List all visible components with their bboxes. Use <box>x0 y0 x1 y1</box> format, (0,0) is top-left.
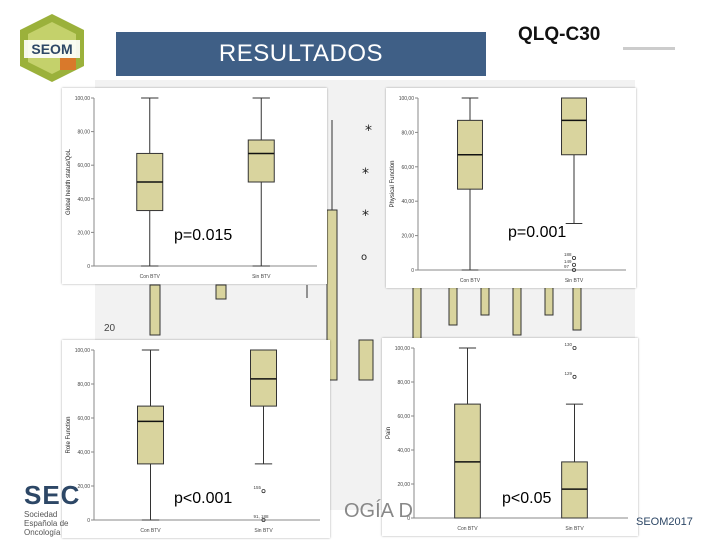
y-tick-label: 20,00 <box>397 482 410 488</box>
y-tick-label: 60,00 <box>401 165 414 171</box>
category-label: Sin BTV <box>252 274 271 280</box>
pvalue-physical-function: p=0.001 <box>506 224 569 242</box>
box-1 <box>250 349 277 407</box>
category-label: Sin BTV <box>565 278 584 284</box>
section-title: QLQ-C30 <box>518 24 601 45</box>
title-rule <box>623 47 675 50</box>
outlier-label: 129 <box>565 371 573 376</box>
y-tick-label: 100,00 <box>75 96 91 102</box>
outlier-label: 91, 188 <box>254 514 270 519</box>
category-label: Con BTV <box>140 274 161 280</box>
results-banner: RESULTADOS <box>116 32 486 76</box>
y-tick-label: 100,00 <box>399 96 415 102</box>
y-tick-label: 40,00 <box>77 450 90 456</box>
svg-text:o: o <box>361 252 367 263</box>
y-tick-label: 100,00 <box>75 348 91 354</box>
outlier-label: 130 <box>565 342 573 347</box>
box-1 <box>247 139 275 183</box>
svg-text:*: * <box>362 208 369 224</box>
pvalue-global-health: p=0.015 <box>172 227 235 245</box>
y-tick-label: 80,00 <box>77 130 90 136</box>
outlier-point <box>571 262 576 267</box>
outlier-label: 188 <box>564 252 572 257</box>
y-tick-label: 20,00 <box>77 230 90 236</box>
y-tick-label: 0 <box>407 516 410 522</box>
outlier-point <box>572 374 577 379</box>
outlier-point <box>572 345 577 350</box>
side-axis-number: 20 <box>104 323 116 334</box>
y-tick-label: 40,00 <box>77 197 90 203</box>
boxplot-role-function: 0 20,00 40,00 60,00 80,00 100,00 Role Function… <box>66 348 320 534</box>
y-tick-label: 0 <box>87 518 90 524</box>
outlier-point <box>571 267 576 272</box>
chart-global-health: 0 20,00 40,00 60,00 80,00 100,00 Global health… <box>62 88 327 284</box>
y-tick-label: 20,00 <box>401 234 414 240</box>
y-axis-label: Global health status/QoL <box>66 148 72 215</box>
y-tick-label: 0 <box>411 268 414 274</box>
seom-logo: SEOM <box>14 10 90 86</box>
box-1 <box>561 461 588 519</box>
svg-text:*: * <box>362 166 369 182</box>
sec-logo-subtitle: Sociedad Española de Oncología <box>24 510 69 537</box>
box-1 <box>561 97 587 156</box>
svg-text:SEOM: SEOM <box>31 41 72 57</box>
y-tick-label: 80,00 <box>77 382 90 388</box>
chart-role-function: 0 20,00 40,00 60,00 80,00 100,00 Role Function… <box>62 340 330 538</box>
y-tick-label: 60,00 <box>77 416 90 422</box>
boxplot-physical-function: 0 20,00 40,00 60,00 80,00 100,00 Physical Func… <box>390 96 626 284</box>
footer-partial-text: OGÍA D <box>344 500 413 522</box>
pvalue-role-function: p<0.001 <box>172 490 235 508</box>
y-axis-label: Pain <box>386 427 392 439</box>
category-label: Con BTV <box>140 528 161 534</box>
y-axis-label: Physical Function <box>390 160 396 207</box>
category-label: Con BTV <box>460 278 481 284</box>
y-tick-label: 20,00 <box>77 484 90 490</box>
boxplot-global-health: 0 20,00 40,00 60,00 80,00 100,00 Global health… <box>66 96 317 280</box>
chart-physical-function: 0 20,00 40,00 60,00 80,00 100,00 Physical Func… <box>386 88 636 288</box>
y-tick-label: 80,00 <box>397 380 410 386</box>
category-label: Sin BTV <box>565 526 584 532</box>
y-tick-label: 80,00 <box>401 130 414 136</box>
svg-text:*: * <box>365 123 372 139</box>
y-tick-label: 100,00 <box>395 346 411 352</box>
outlier-label: 155 <box>254 485 262 490</box>
box-0 <box>137 405 164 465</box>
y-tick-label: 60,00 <box>397 414 410 420</box>
category-label: Con BTV <box>457 526 478 532</box>
y-tick-label: 60,00 <box>77 163 90 169</box>
banner-title: RESULTADOS <box>218 40 384 67</box>
pvalue-pain: p<0.05 <box>500 490 554 508</box>
y-tick-label: 40,00 <box>401 199 414 205</box>
sec-logo: SEC <box>24 480 81 510</box>
outlier-label: 97 <box>564 264 570 269</box>
y-axis-label: Role Function <box>66 416 72 453</box>
outlier-point <box>261 489 266 494</box>
box-0 <box>454 403 481 519</box>
chart-pain: 0 20,00 40,00 60,00 80,00 100,00 Pain Con BTV Si… <box>382 338 638 536</box>
y-tick-label: 0 <box>87 264 90 270</box>
y-tick-label: 40,00 <box>397 448 410 454</box>
outlier-point <box>261 517 266 522</box>
category-label: Sin BTV <box>254 528 273 534</box>
event-hashtag: SEOM2017 <box>636 516 693 528</box>
outlier-label: 149 <box>564 259 572 264</box>
boxplot-pain: 0 20,00 40,00 60,00 80,00 100,00 Pain Con BTV Si… <box>386 342 628 532</box>
outlier-point <box>571 255 576 260</box>
